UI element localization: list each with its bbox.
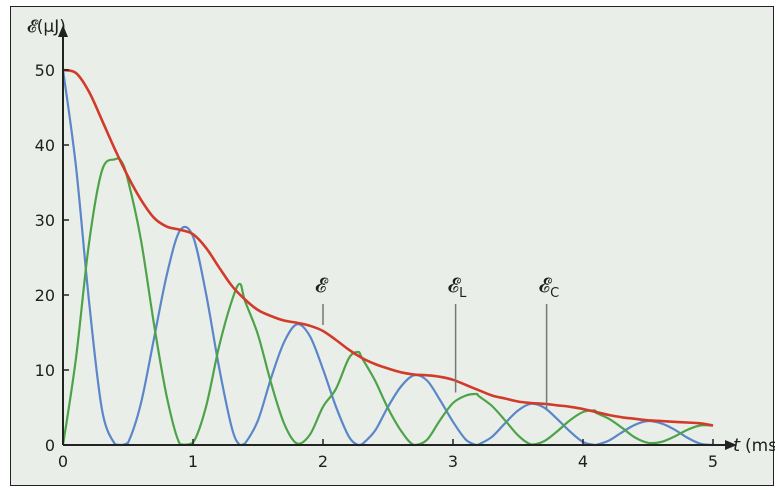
x-tick-label: 4 <box>578 452 588 471</box>
x-axis-variable: t <box>733 435 741 456</box>
x-tick-label: 2 <box>318 452 328 471</box>
annotation-label: 𝓔 <box>315 273 329 297</box>
y-tick-label: 0 <box>45 436 55 455</box>
y-tick-label: 40 <box>35 136 55 155</box>
x-tick-label: 1 <box>188 452 198 471</box>
y-tick-label: 10 <box>35 361 55 380</box>
annotation-layer: 𝓔 𝓔L 𝓔C <box>315 273 559 409</box>
y-tick-label: 30 <box>35 211 55 230</box>
series-layer <box>61 68 714 447</box>
y-axis-label: 𝓔(μJ) <box>27 17 66 37</box>
x-axis-arrow <box>725 440 737 450</box>
annotation-label: 𝓔C <box>539 273 560 301</box>
y-axis-arrow <box>58 25 68 37</box>
x-tick-label: 3 <box>448 452 458 471</box>
series-magnetic-line <box>61 69 714 447</box>
x-axis-unit: (ms) <box>745 436 775 456</box>
x-tick-label: 0 <box>58 452 68 471</box>
y-tick-label: 50 <box>35 61 55 80</box>
axes <box>58 25 737 450</box>
annotation-label: 𝓔L <box>448 273 467 301</box>
series-total-line <box>62 68 714 427</box>
x-tick-label: 5 <box>708 452 718 471</box>
y-tick-label: 20 <box>35 286 55 305</box>
